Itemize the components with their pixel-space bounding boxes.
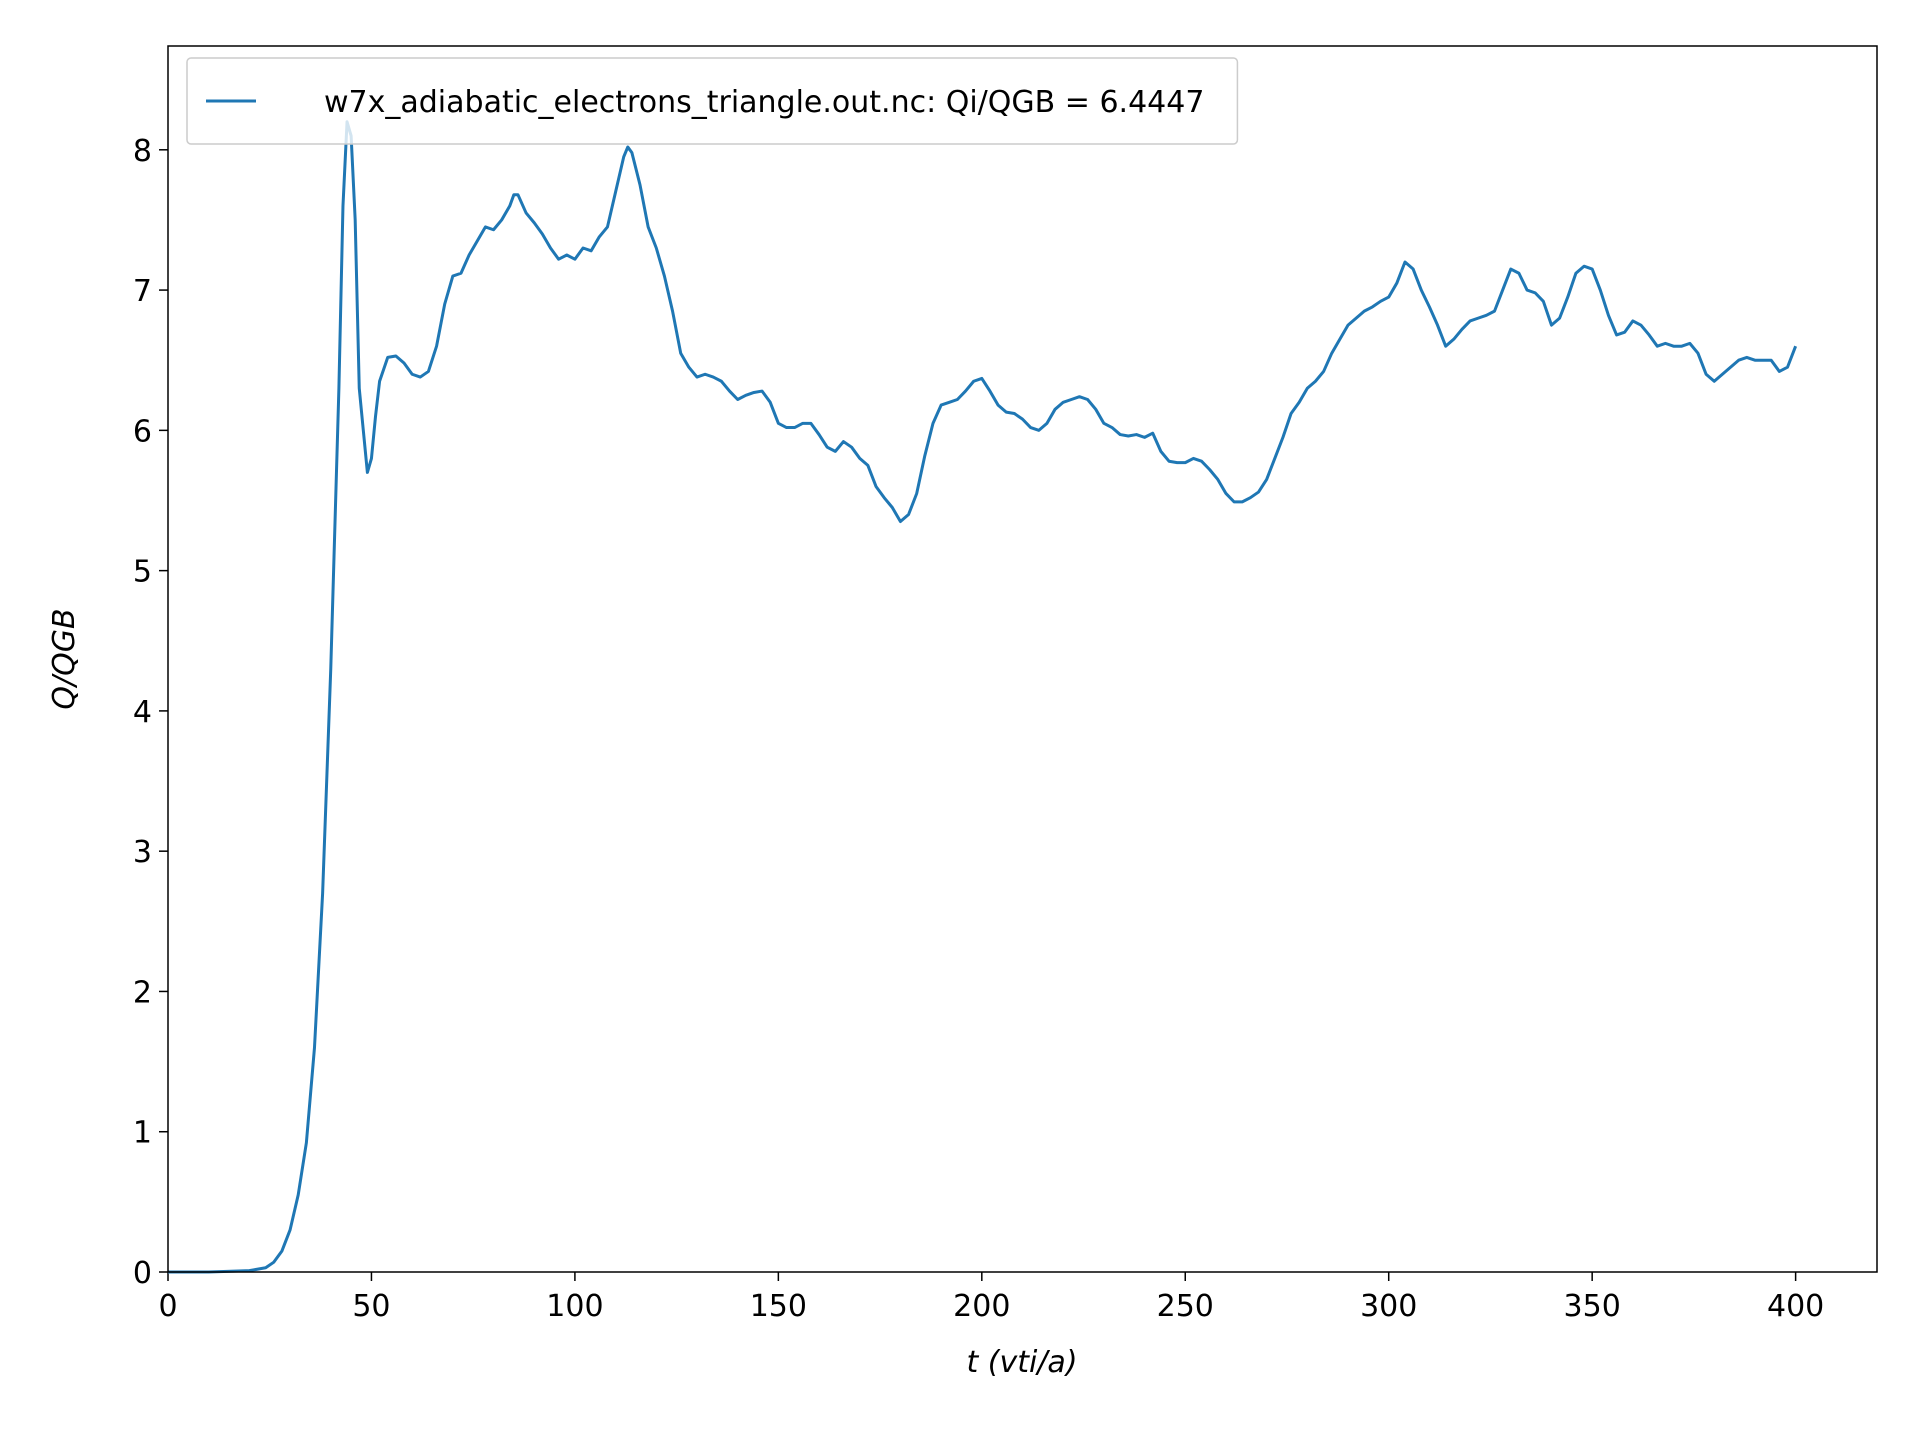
y-tick-label: 5 [133, 555, 152, 590]
x-tick-label: 150 [750, 1289, 807, 1324]
data-line [168, 120, 1798, 1274]
plot-frame [167, 45, 1878, 1273]
x-tick-label: 350 [1564, 1289, 1621, 1324]
y-tick-label: 6 [133, 414, 152, 449]
x-tick-label: 300 [1360, 1289, 1417, 1324]
y-tick-label: 0 [133, 1256, 152, 1291]
legend-box [186, 57, 1239, 145]
y-tick-label: 8 [133, 134, 152, 169]
y-tick-label: 4 [133, 695, 152, 730]
y-tick-label: 1 [133, 1116, 152, 1151]
x-tick-label: 250 [1157, 1289, 1214, 1324]
y-tick-label: 7 [133, 274, 152, 309]
x-tick-label: 50 [352, 1289, 390, 1324]
legend: w7x_adiabatic_electrons_triangle.out.nc:… [186, 57, 1239, 145]
y-tick-label: 3 [133, 835, 152, 870]
x-axis-label: t (vti/a) [966, 1345, 1077, 1380]
x-tick-label: 100 [546, 1289, 603, 1324]
x-tick-label: 0 [158, 1289, 177, 1324]
x-tick-label: 400 [1767, 1289, 1824, 1324]
y-tick-label: 2 [133, 975, 152, 1010]
x-tick-label: 200 [953, 1289, 1010, 1324]
y-axis-label: Q/QGB [47, 608, 82, 709]
legend-label: w7x_adiabatic_electrons_triangle.out.nc:… [324, 85, 1204, 120]
